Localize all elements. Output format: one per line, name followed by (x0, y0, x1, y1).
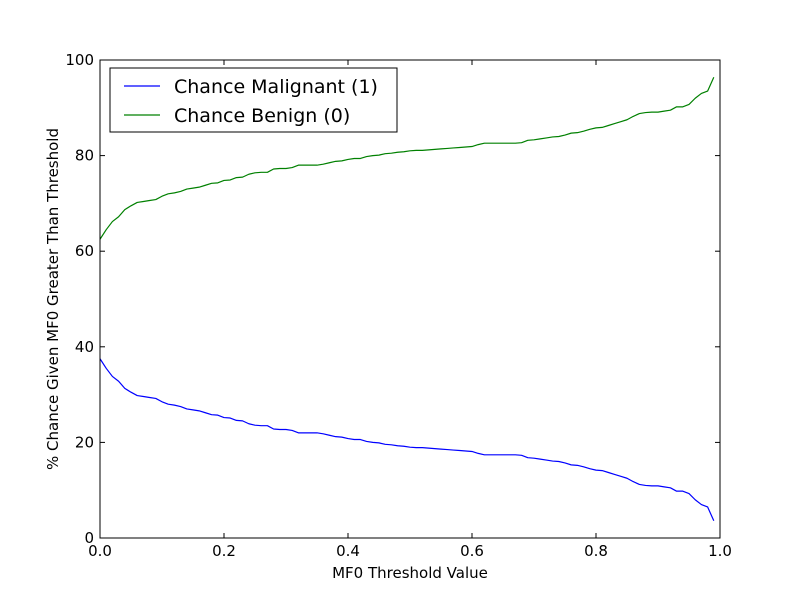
legend-entry-benign: Chance Benign (0) (174, 105, 350, 127)
y-tick-label: 80 (75, 147, 94, 165)
y-tick-label: 0 (84, 529, 94, 547)
y-tick-label: 100 (65, 51, 94, 69)
axes-frame (99, 59, 721, 539)
legend-box (109, 67, 398, 133)
series-lines (99, 76, 715, 522)
series-line-benign (99, 76, 715, 240)
y-tick-label: 20 (75, 433, 94, 451)
x-tick-label: 0.8 (584, 542, 608, 560)
legend-entry-malignant: Chance Malignant (1) (174, 76, 378, 98)
axis-ticks: 0.0 0.2 0.4 0.6 0.8 1.0 0 20 40 60 80 100 (65, 51, 732, 560)
y-tick-label: 60 (75, 242, 94, 260)
plot-area (100, 60, 720, 538)
x-tick-label: 1.0 (708, 542, 732, 560)
x-axis-label: MF0 Threshold Value (332, 564, 488, 582)
y-axis-label: % Chance Given MF0 Greater Than Threshol… (44, 128, 62, 470)
x-tick-label: 0.4 (336, 542, 360, 560)
x-tick-label: 0.0 (88, 542, 112, 560)
y-tick-label: 40 (75, 338, 94, 356)
x-tick-label: 0.2 (212, 542, 236, 560)
series-line-malignant (99, 358, 715, 522)
x-tick-label: 0.6 (460, 542, 484, 560)
legend: Chance Malignant (1) Chance Benign (0) (109, 67, 398, 133)
